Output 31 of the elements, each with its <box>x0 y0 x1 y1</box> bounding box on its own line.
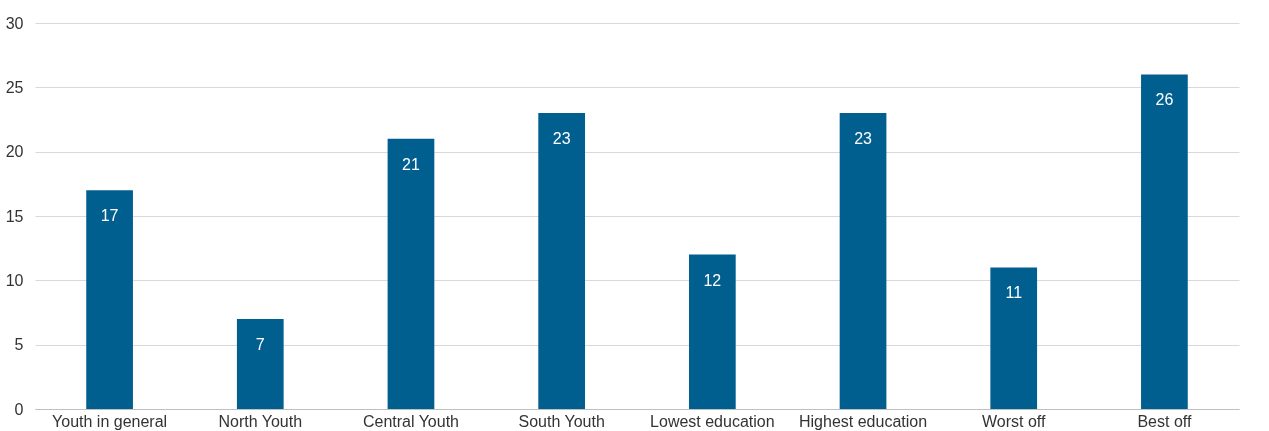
x-tick-label: North Youth <box>218 412 303 430</box>
bar <box>1141 74 1188 409</box>
data-label: 12 <box>703 271 722 289</box>
bar <box>990 267 1038 409</box>
x-tick-label: Youth in general <box>52 412 168 430</box>
x-tick-label: South Youth <box>518 412 605 430</box>
bar <box>387 138 435 409</box>
bar <box>236 318 284 409</box>
y-tick-label: 30 <box>5 14 24 32</box>
bar <box>538 113 586 409</box>
data-label: 17 <box>100 207 119 225</box>
y-tick-label: 5 <box>14 336 24 354</box>
y-tick-label: 15 <box>5 207 24 225</box>
x-tick-label: Best off <box>1137 412 1192 430</box>
y-tick-label: 25 <box>5 78 24 96</box>
y-tick-label: 0 <box>14 400 24 418</box>
x-tick-label: Worst off <box>982 412 1046 430</box>
data-label: 7 <box>255 335 265 353</box>
y-tick-label: 10 <box>5 271 24 289</box>
x-tick-label: Central Youth <box>362 412 460 430</box>
bar <box>86 190 133 409</box>
data-label: 23 <box>854 130 873 148</box>
x-tick-label: Lowest education <box>650 412 775 430</box>
data-label: 21 <box>402 155 420 173</box>
data-label: 23 <box>552 130 571 148</box>
data-label: 26 <box>1155 91 1174 109</box>
bar <box>688 254 736 409</box>
y-tick-label: 20 <box>5 143 24 161</box>
x-tick-label: Highest education <box>798 412 928 430</box>
data-label: 11 <box>1005 284 1023 302</box>
bar <box>839 113 887 409</box>
